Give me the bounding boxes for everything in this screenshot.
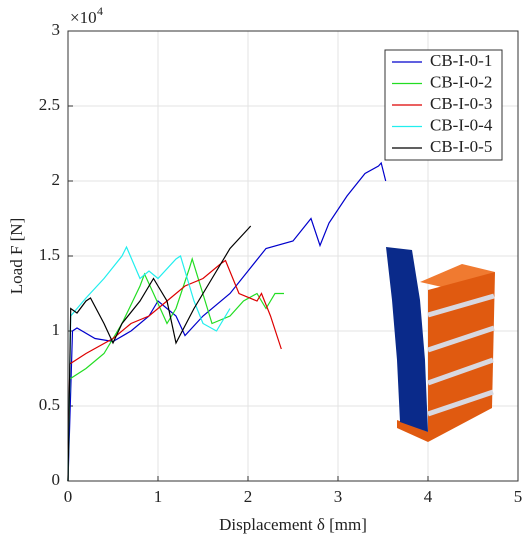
legend-label: CB-I-0-3 — [430, 94, 492, 113]
y-tick-label: 3 — [52, 20, 61, 39]
x-tick-label: 5 — [514, 487, 523, 506]
y-tick-label: 2 — [52, 170, 61, 189]
y-tick-label: 0 — [52, 470, 61, 489]
data-line — [67, 259, 282, 482]
legend: CB-I-0-1 CB-I-0-2 CB-I-0-3 CB-I-0-4 CB-I-0-5 — [384, 49, 503, 161]
legend-label: CB-I-0-2 — [430, 72, 492, 91]
data-line — [67, 245, 231, 482]
x-tick-label: 2 — [244, 487, 253, 506]
legend-label: CB-I-0-5 — [430, 137, 492, 156]
x-tick-label: 0 — [64, 487, 73, 506]
y-multiplier: ×10 — [70, 8, 97, 27]
x-tick-label: 1 — [154, 487, 163, 506]
y-tick-label: 1.5 — [39, 245, 60, 264]
legend-label: CB-I-0-4 — [430, 115, 493, 134]
x-tick-label: 3 — [334, 487, 343, 506]
inset-illustration — [386, 247, 495, 442]
y-axis-label: Load F [N] — [7, 218, 26, 294]
data-line — [67, 161, 387, 482]
x-tick-label: 4 — [424, 487, 433, 506]
y-tick-label: 2.5 — [39, 95, 60, 114]
legend-label: CB-I-0-1 — [430, 51, 492, 70]
x-axis-label: Displacement δ [mm] — [219, 515, 367, 534]
data-line — [67, 225, 252, 482]
y-tick-label: 1 — [52, 320, 61, 339]
y-tick-label: 0.5 — [39, 395, 60, 414]
data-line — [67, 256, 284, 482]
y-multiplier-exponent: 4 — [97, 4, 103, 18]
